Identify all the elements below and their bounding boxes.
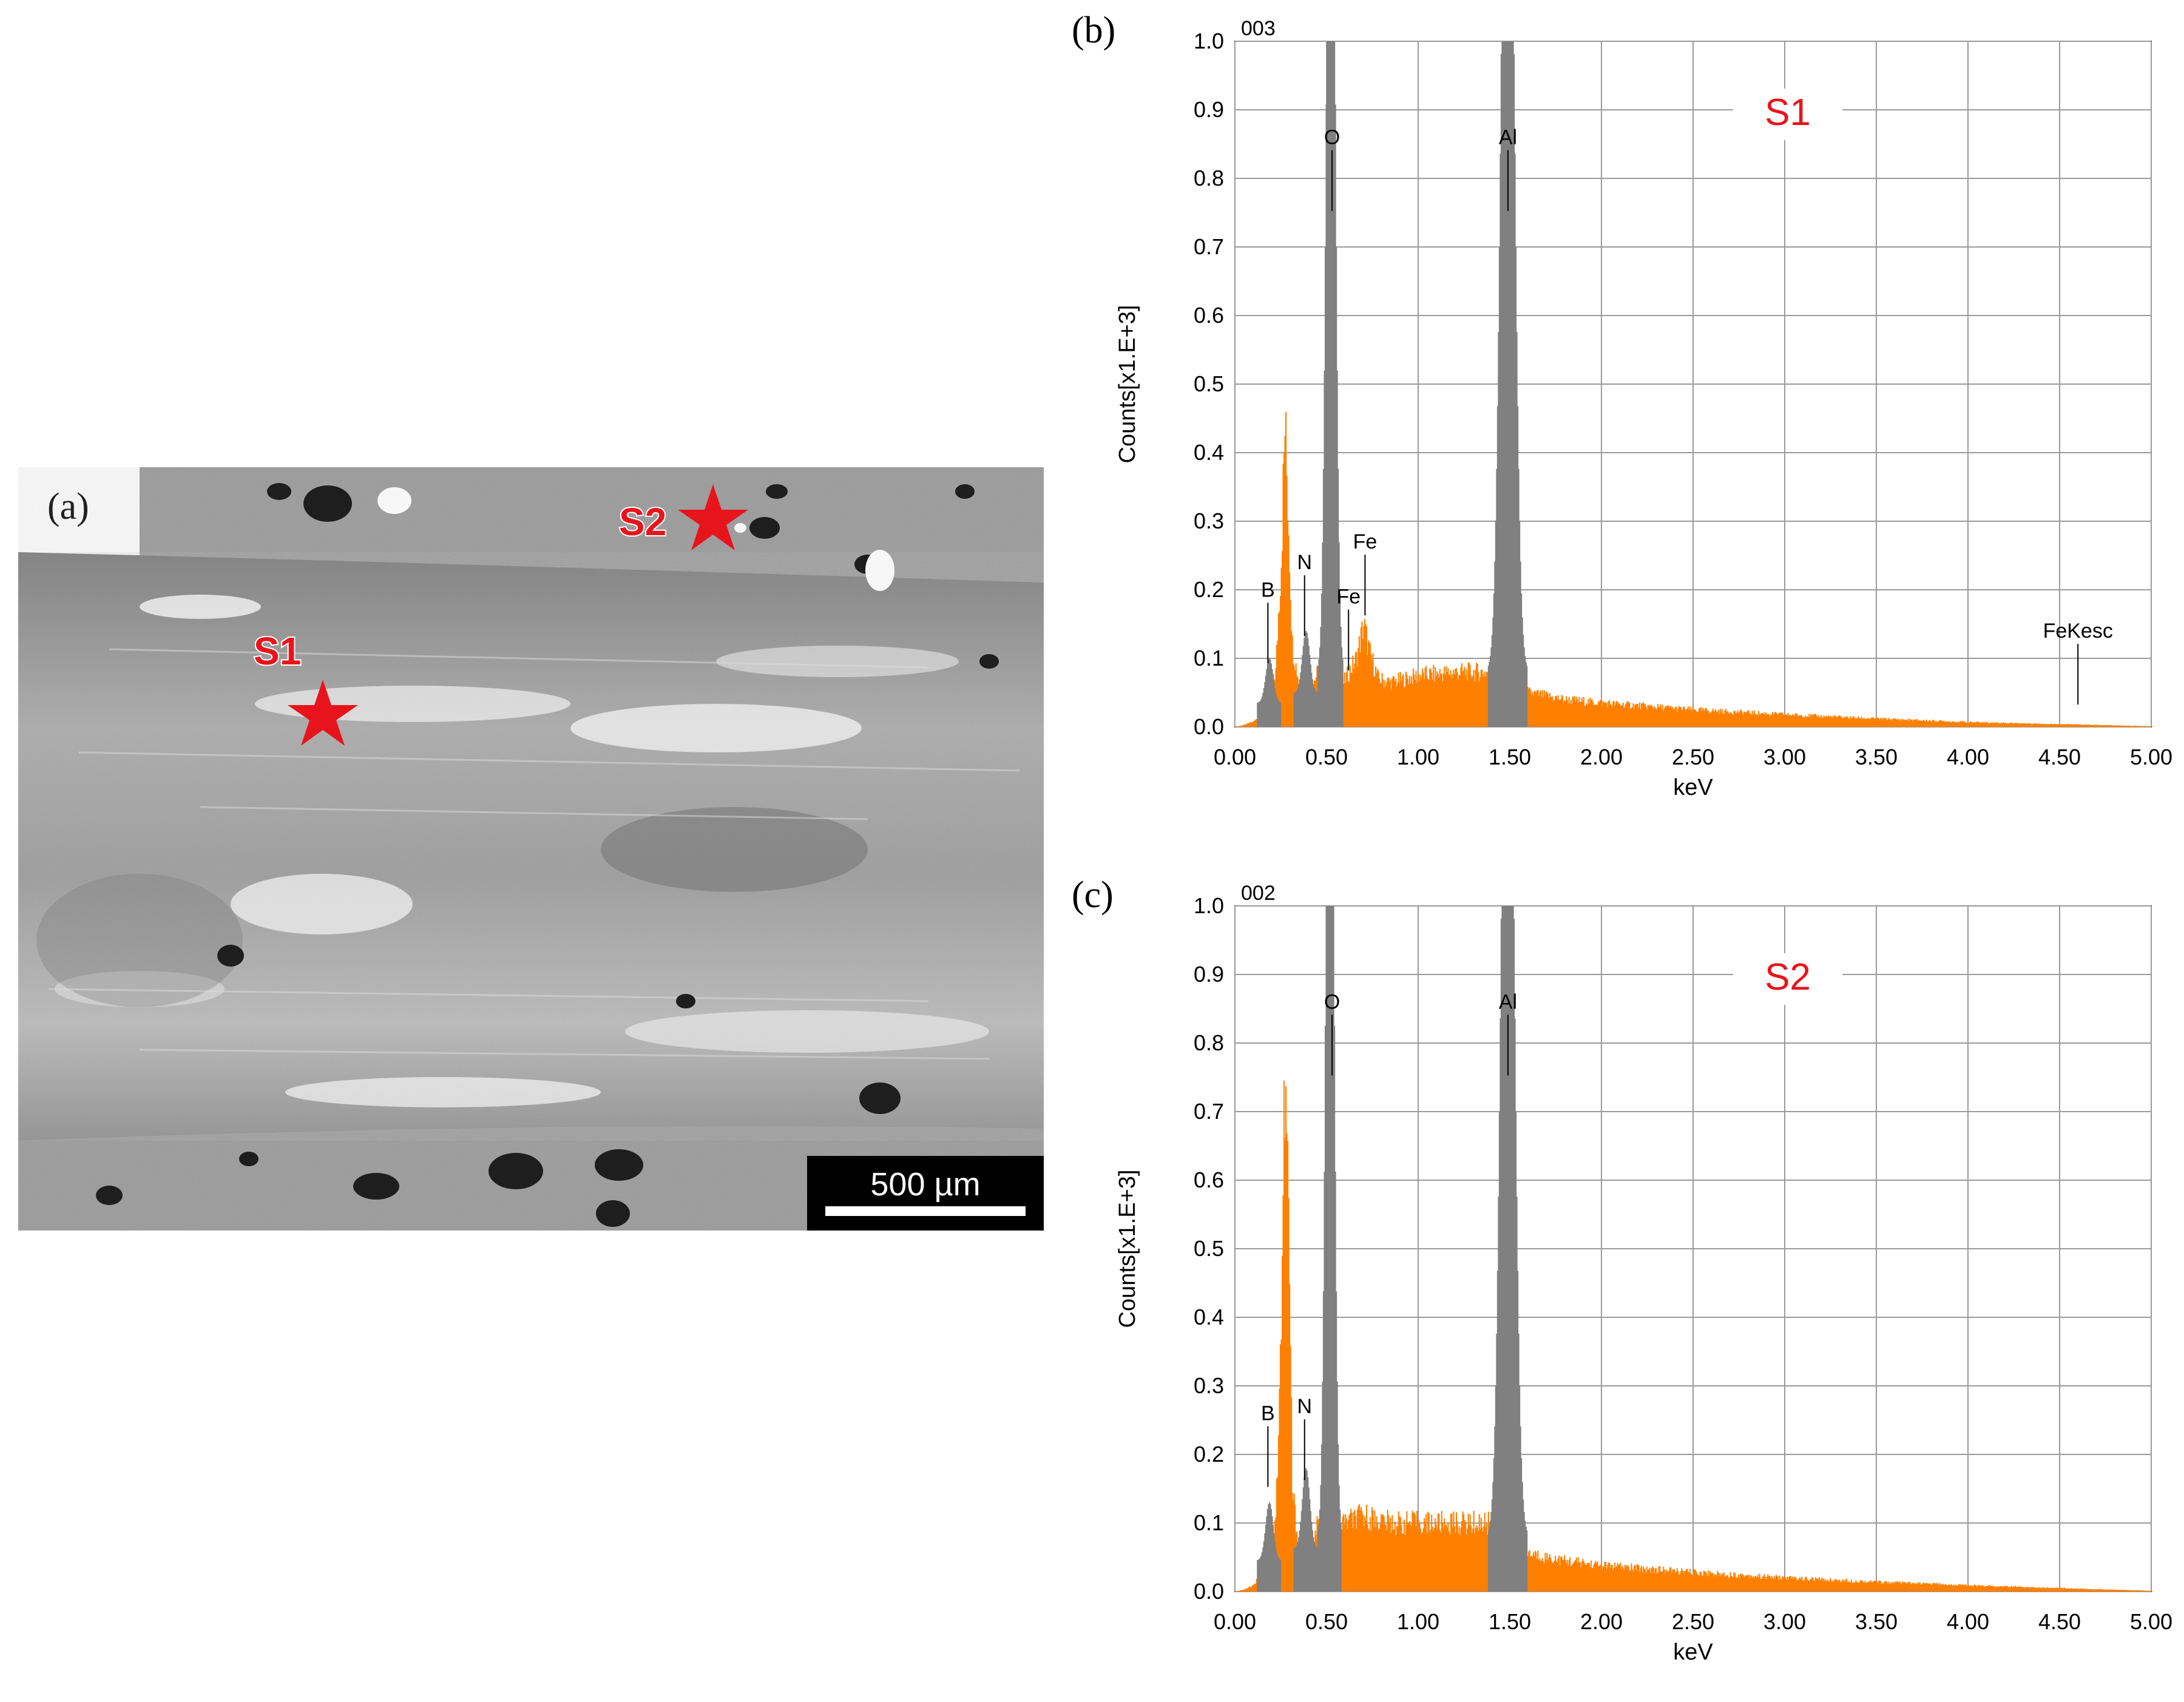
y-tick-label: 0.2: [1194, 1442, 1224, 1467]
y-tick-label: 0.5: [1194, 371, 1224, 396]
element-label: FeKesc: [2043, 620, 2113, 643]
y-tick-label: 0.0: [1194, 1579, 1224, 1604]
spectrum-id: 003: [1241, 17, 1276, 40]
element-label: O: [1324, 991, 1340, 1014]
x-tick-label: 2.50: [1672, 745, 1714, 769]
x-axis-label: keV: [1673, 1640, 1713, 1665]
element-label: O: [1324, 126, 1340, 149]
y-tick-label: 0.6: [1194, 303, 1224, 328]
y-tick-label: 0.7: [1194, 234, 1224, 259]
chart-title: S2: [1765, 956, 1811, 998]
x-tick-label: 2.50: [1672, 1609, 1714, 1634]
x-tick-label: 1.50: [1489, 745, 1531, 769]
x-tick-label: 3.00: [1763, 745, 1806, 769]
element-label: Al: [1499, 126, 1517, 149]
eds-spectrum-s1: 0.00 0.50 1.00 1.50 2.00 2.50 3.00 3.50 4.00 4.50…: [1104, 0, 2172, 837]
y-tick-label: 0.9: [1194, 962, 1224, 987]
spectrum-bar: [2151, 726, 2152, 727]
element-label: Al: [1499, 991, 1517, 1014]
x-tick-label: 1.00: [1397, 745, 1439, 769]
x-tick-label: 2.00: [1580, 745, 1623, 769]
y-tick-label: 0.7: [1194, 1099, 1224, 1124]
spectrum-bar: [2151, 1591, 2152, 1592]
peak-bar-al: [1526, 1530, 1527, 1592]
y-tick-label: 0.8: [1194, 166, 1224, 191]
y-axis-label: Counts[x1.E+3]: [1115, 1170, 1140, 1328]
spectrum-id: 002: [1241, 882, 1276, 905]
x-tick-label: 1.50: [1489, 1609, 1531, 1634]
y-tick-label: 0.1: [1194, 1510, 1224, 1535]
peak-bar-al: [1526, 666, 1527, 727]
x-tick-label: 3.50: [1855, 745, 1898, 769]
element-label: Fe: [1353, 530, 1378, 553]
peak-bar-o: [1342, 660, 1344, 727]
scale-bar-label: 500 µm: [870, 1166, 980, 1203]
y-tick-label: 1.0: [1194, 893, 1224, 918]
y-tick-label: 0.0: [1194, 714, 1224, 739]
x-tick-label: 4.50: [2038, 745, 2081, 769]
chart-title: S1: [1765, 92, 1811, 133]
y-tick-label: 0.3: [1194, 508, 1224, 533]
peak-bar-b: [1280, 1559, 1281, 1592]
x-tick-label: 3.00: [1763, 1609, 1806, 1634]
x-tick-label: 0.00: [1214, 1609, 1256, 1634]
x-tick-label: 4.50: [2038, 1609, 2081, 1634]
peak-bar-b: [1280, 703, 1281, 727]
marker-s2-label: S2: [619, 500, 666, 544]
x-axis-label: keV: [1673, 775, 1713, 800]
x-tick-label: 2.00: [1580, 1609, 1623, 1634]
scale-bar: [825, 1206, 1026, 1216]
element-label: N: [1297, 551, 1312, 574]
element-label: B: [1261, 578, 1275, 601]
x-tick-label: 1.00: [1397, 1609, 1439, 1634]
y-tick-label: 0.4: [1194, 1305, 1224, 1329]
y-tick-label: 0.2: [1194, 577, 1224, 602]
y-tick-label: 0.1: [1194, 646, 1224, 670]
y-tick-label: 0.3: [1194, 1373, 1224, 1398]
y-axis-label: Counts[x1.E+3]: [1115, 305, 1140, 464]
peak-bar-o: [1340, 1523, 1342, 1592]
x-tick-label: 0.50: [1305, 745, 1348, 769]
y-tick-label: 0.4: [1194, 440, 1224, 465]
x-tick-label: 3.50: [1855, 1609, 1898, 1634]
x-tick-label: 5.00: [2130, 1609, 2172, 1634]
x-tick-label: 4.00: [1947, 745, 1989, 769]
y-tick-label: 1.0: [1194, 29, 1224, 53]
y-tick-label: 0.8: [1194, 1030, 1224, 1055]
y-tick-label: 0.5: [1194, 1236, 1224, 1261]
y-tick-label: 0.6: [1194, 1167, 1224, 1192]
element-label: N: [1297, 1395, 1312, 1418]
eds-spectrum-s2: 0.00 0.50 1.00 1.50 2.00 2.50 3.00 3.50 4.00 4.50…: [1104, 865, 2172, 1702]
x-tick-label: 5.00: [2130, 745, 2172, 769]
x-tick-label: 0.50: [1305, 1609, 1348, 1634]
y-tick-label: 0.9: [1194, 97, 1224, 122]
element-label: B: [1261, 1402, 1275, 1425]
marker-s1-label: S1: [254, 629, 301, 673]
x-tick-label: 4.00: [1947, 1609, 1989, 1634]
element-label: Fe: [1336, 586, 1361, 609]
x-tick-label: 0.00: [1214, 745, 1256, 769]
sem-micrograph: 500 µm S1 S2: [18, 467, 1044, 1231]
